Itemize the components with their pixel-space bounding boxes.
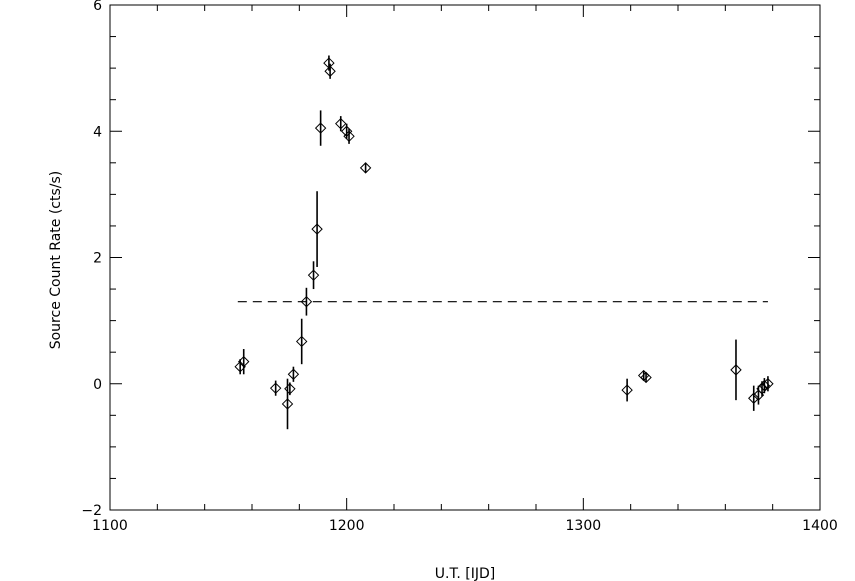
data-point: [621, 378, 633, 402]
diamond-marker: [307, 269, 320, 281]
diamond-marker: [621, 384, 633, 396]
data-point: [281, 378, 294, 430]
y-tick-label: −2: [81, 503, 102, 519]
y-tick-label: 0: [93, 377, 102, 393]
data-point: [311, 191, 323, 267]
data-point: [359, 162, 372, 174]
diamond-marker: [314, 122, 327, 134]
diamond-marker: [343, 130, 355, 143]
y-tick-label: 4: [93, 124, 102, 140]
data-point: [287, 366, 300, 382]
diamond-marker: [324, 65, 336, 77]
diamond-marker: [281, 398, 294, 410]
diamond-marker: [335, 117, 347, 130]
diamond-marker: [762, 378, 774, 390]
data-point: [640, 371, 652, 384]
diamond-marker: [311, 223, 323, 235]
x-tick-label: 1300: [566, 518, 602, 534]
data-point: [340, 123, 353, 139]
data-point: [335, 116, 347, 132]
x-tick-label: 1400: [802, 518, 838, 534]
data-point: [324, 63, 336, 79]
x-tick-label: 1200: [329, 518, 365, 534]
y-axis: −2 0 2 4 6: [81, 0, 820, 519]
diamond-marker: [287, 368, 300, 380]
diamond-marker: [640, 371, 652, 384]
diamond-marker: [730, 364, 742, 376]
diamond-marker: [359, 162, 372, 174]
data-points: [234, 55, 774, 430]
x-axis-label: U.T. [IJD]: [435, 566, 495, 581]
diamond-marker: [300, 295, 313, 308]
data-point: [238, 349, 250, 375]
diamond-marker: [756, 383, 768, 395]
plot-frame: [109, 4, 821, 511]
diamond-marker: [269, 382, 282, 394]
data-point: [748, 385, 760, 411]
data-point: [637, 369, 650, 382]
data-point: [300, 287, 313, 316]
data-point: [269, 380, 282, 396]
data-point: [295, 318, 308, 365]
diamond-marker: [284, 383, 296, 395]
diamond-marker: [340, 125, 353, 137]
diamond-marker: [295, 335, 308, 348]
data-point: [762, 376, 774, 392]
diamond-marker: [238, 355, 250, 368]
data-point: [314, 110, 327, 146]
y-axis-label: Source Count Rate (cts/s): [48, 171, 64, 350]
x-tick-label: 1100: [92, 518, 128, 534]
data-point: [307, 261, 320, 290]
x-axis: 1100 1200 1300 1400: [92, 5, 838, 534]
plot-frame-border: [109, 4, 821, 511]
diamond-marker: [748, 392, 760, 404]
data-point: [730, 339, 742, 401]
data-point: [343, 128, 355, 144]
y-tick-label: 2: [93, 251, 102, 267]
y-tick-label: 6: [93, 0, 102, 14]
data-point: [284, 382, 296, 396]
